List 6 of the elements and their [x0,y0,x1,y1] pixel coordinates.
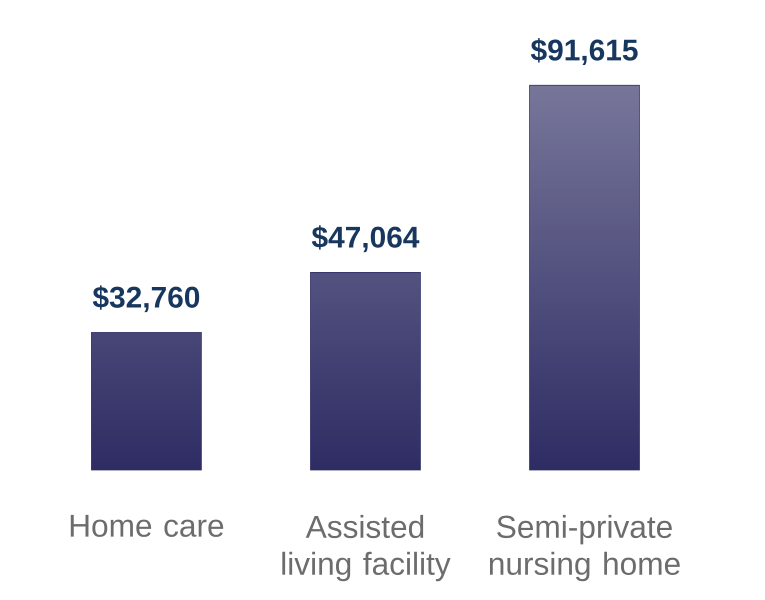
x-tick-label: Semi-private nursing home [490,514,680,582]
data-label: $91,615 [530,38,638,65]
data-label: $47,064 [312,225,420,252]
x-tick-label: Home care [70,514,224,537]
data-label: $32,760 [92,285,200,312]
x-tick-label: Assisted living facility [282,514,451,582]
